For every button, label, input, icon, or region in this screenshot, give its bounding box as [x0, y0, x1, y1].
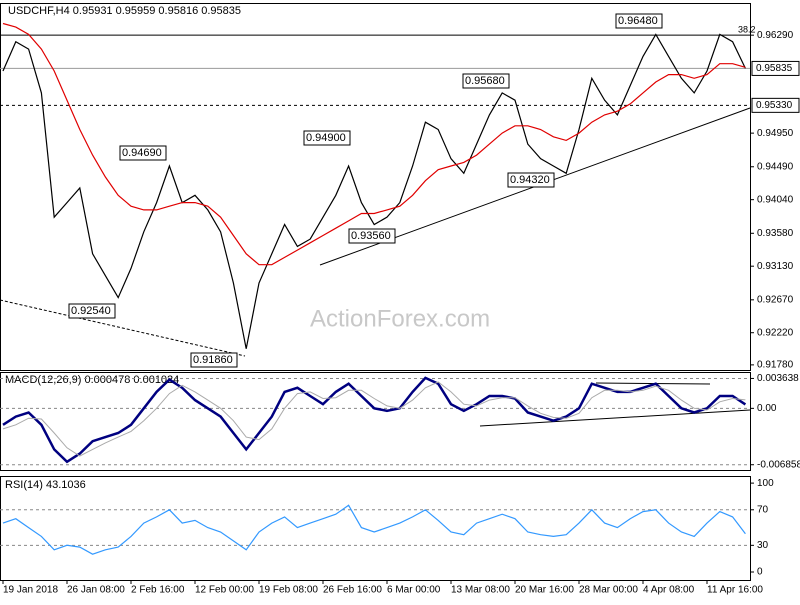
- y-tick-label: 0.91780: [757, 360, 794, 371]
- series-line: [2, 504, 746, 555]
- y-tick-label: 30: [757, 540, 769, 551]
- chart-title: USDCHF,H4 0.95931 0.95959 0.95816 0.9583…: [8, 5, 241, 17]
- y-tick-label: 0.93580: [757, 228, 794, 239]
- x-tick-label: 19 Feb 08:00: [259, 585, 318, 596]
- series-line: [2, 381, 746, 457]
- rsi-panel: [0, 476, 751, 581]
- x-tick-label: 20 Mar 16:00: [515, 585, 574, 596]
- y-tick-label: 0.94950: [757, 128, 794, 139]
- price-box: [751, 97, 800, 113]
- x-tick-label: 11 Apr 16:00: [707, 585, 763, 596]
- annotation-box: [190, 352, 238, 368]
- annotation: 0.91860: [193, 354, 233, 366]
- annotation-box: [348, 228, 396, 244]
- annotation-box: [462, 73, 510, 89]
- y-tick-label: 70: [757, 504, 769, 515]
- price-box: [751, 60, 800, 76]
- annotation-box: [68, 303, 116, 319]
- y-tick-label: 0.92220: [757, 327, 794, 338]
- annotation-box: [507, 172, 555, 188]
- x-tick-label: 12 Feb 00:00: [195, 585, 254, 596]
- annotation: 0.92540: [71, 305, 111, 317]
- annotation: 0.95680: [465, 75, 505, 87]
- y-tick-label: 0.003638: [757, 373, 799, 384]
- y-tick-label: 0.94490: [757, 161, 794, 172]
- rsi-title: RSI(14) 43.1036: [5, 479, 86, 491]
- y-tick-label: 0.93130: [757, 261, 794, 272]
- x-tick-label: 26 Feb 16:00: [323, 585, 382, 596]
- x-tick-label: 4 Apr 08:00: [643, 585, 695, 596]
- annotation: 0.96480: [618, 15, 658, 27]
- annotation-box: [119, 145, 167, 161]
- x-tick-label: 26 Jan 08:00: [67, 585, 125, 596]
- macd-panel: [0, 372, 751, 471]
- price-panel: [0, 3, 751, 371]
- annotation: 0.94690: [122, 147, 162, 159]
- series-line: [2, 22, 746, 266]
- watermark: ActionForex.com: [310, 305, 490, 332]
- annotation-box: [615, 13, 663, 29]
- x-tick-label: 2 Feb 16:00: [131, 585, 185, 596]
- price-label: 0.95330: [756, 100, 793, 111]
- x-tick-label: 19 Jan 2018: [3, 585, 58, 596]
- y-tick-label: 100: [757, 478, 774, 489]
- annotation-box: [303, 130, 351, 146]
- trend-line: [479, 409, 751, 427]
- annotation: 0.93560: [351, 230, 391, 242]
- x-tick-label: 6 Mar 00:00: [387, 585, 441, 596]
- series-line: [2, 376, 747, 464]
- price-label: 0.95835: [756, 63, 793, 74]
- y-tick-label: 0.94040: [757, 194, 794, 205]
- y-tick-label: 0.92670: [757, 294, 794, 305]
- x-tick-label: 28 Mar 00:00: [579, 585, 638, 596]
- annotation: 0.94900: [306, 132, 346, 144]
- y-tick-label: 0.00: [757, 403, 777, 414]
- x-tick-label: 13 Mar 08:00: [451, 585, 510, 596]
- y-tick-label: 0.96290: [757, 30, 794, 41]
- trend-line: [0, 299, 246, 357]
- annotation: 0.94320: [510, 174, 550, 186]
- macd-title: MACD(12,26,9) 0.000478 0.001024: [5, 374, 179, 386]
- series-line: [2, 33, 746, 349]
- y-tick-label: 0: [757, 567, 763, 578]
- annotation: 38.2: [738, 24, 756, 34]
- y-tick-label: -0.006858: [757, 459, 800, 470]
